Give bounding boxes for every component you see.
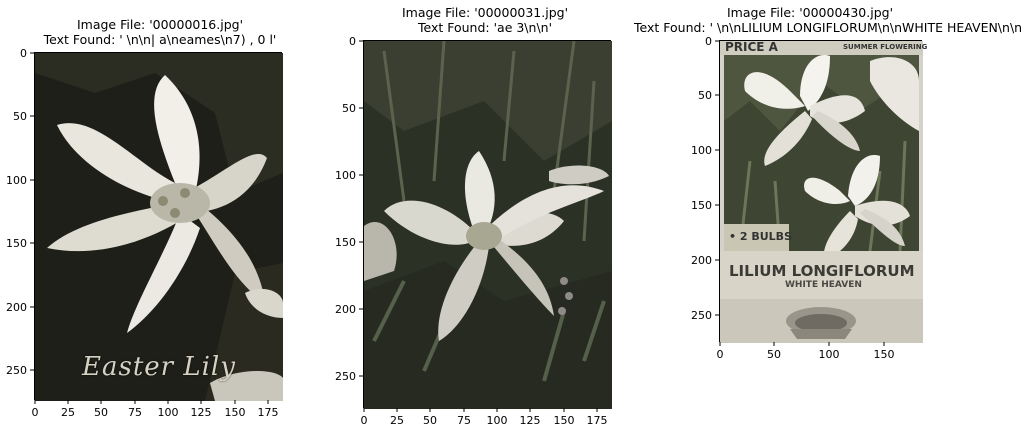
y-ticks: 0 50 100 150 200 250 (335, 35, 363, 383)
y-tick-label: 50 (698, 89, 712, 102)
y-tick-label: 200 (6, 301, 27, 314)
x-ticks: 0 25 50 75 100 125 150 175 (361, 408, 608, 427)
y-ticks: 0 50 100 150 200 250 (691, 35, 719, 322)
y-tick-label: 200 (335, 303, 356, 316)
y-tick-label: 200 (691, 254, 712, 267)
x-tick-label: 100 (158, 406, 179, 419)
x-tick-label: 75 (457, 414, 471, 427)
packet-variety-name: WHITE HEAVEN (785, 280, 862, 290)
panel-image-00000016: Image File: '00000016.jpg' Text Found: '… (0, 0, 320, 435)
panel-title-line2: Text Found: 'ae 3\n\n' (417, 20, 553, 35)
x-tick-label: 175 (258, 406, 279, 419)
axes-ticks: 0 25 50 75 100 125 150 175 0 50 100 150 (335, 35, 608, 427)
axes-ticks: 0 50 100 150 0 50 100 150 200 250 (691, 35, 895, 361)
bulb-packet-photo-icon (719, 40, 923, 343)
panel-title-line1: Image File: '00000430.jpg' (726, 5, 894, 20)
y-tick-label: 0 (705, 35, 712, 48)
x-tick-label: 0 (32, 406, 39, 419)
panel-image-00000031: Image File: '00000031.jpg' Text Found: '… (320, 0, 650, 435)
x-tick-label: 150 (874, 348, 895, 361)
image-overlay-text: Easter Lily (82, 352, 236, 382)
panel-title-line2: Text Found: ' \n\nLILIUM LONGIFLORUM\n\n… (634, 20, 1022, 35)
x-tick-label: 150 (225, 406, 246, 419)
panel-title-line1: Image File: '00000031.jpg' (401, 5, 569, 20)
white-lily-photo-icon (34, 52, 283, 401)
y-tick-label: 150 (335, 236, 356, 249)
x-tick-label: 100 (819, 348, 840, 361)
y-tick-label: 50 (342, 102, 356, 115)
x-tick-label: 75 (128, 406, 142, 419)
y-tick-label: 150 (6, 237, 27, 250)
x-tick-label: 125 (191, 406, 212, 419)
y-ticks: 0 50 100 150 200 250 (6, 47, 34, 377)
lily-garden-photo-icon (363, 40, 612, 409)
panel-title-line1: Image File: '00000016.jpg' (76, 17, 244, 32)
x-ticks: 0 25 50 75 100 125 150 175 (32, 400, 279, 419)
y-tick-label: 0 (20, 47, 27, 60)
y-tick-label: 250 (335, 370, 356, 383)
x-tick-label: 175 (587, 414, 608, 427)
y-tick-label: 100 (6, 174, 27, 187)
y-tick-label: 250 (691, 309, 712, 322)
x-tick-label: 25 (61, 406, 75, 419)
x-tick-label: 0 (361, 414, 368, 427)
packet-price: PRICE A (725, 40, 778, 54)
image-axes: PRICE A SUMMER FLOWERING • 2 BULBS LILIU… (691, 35, 927, 361)
x-tick-label: 50 (767, 348, 781, 361)
image-axes: Easter Lily 0 25 50 75 100 125 150 175 (6, 47, 283, 419)
y-tick-label: 150 (691, 199, 712, 212)
axes-ticks: 0 25 50 75 100 125 150 175 0 50 100 150 (6, 47, 279, 419)
y-tick-label: 0 (349, 35, 356, 48)
x-tick-label: 125 (520, 414, 541, 427)
x-tick-label: 0 (717, 348, 724, 361)
y-tick-label: 50 (13, 110, 27, 123)
x-tick-label: 150 (554, 414, 575, 427)
x-tick-label: 25 (390, 414, 404, 427)
packet-species-name: LILIUM LONGIFLORUM (729, 262, 915, 280)
x-tick-label: 100 (487, 414, 508, 427)
y-tick-label: 100 (691, 144, 712, 157)
packet-season: SUMMER FLOWERING (843, 43, 928, 51)
image-axes: 0 25 50 75 100 125 150 175 0 50 100 150 (335, 35, 612, 427)
x-ticks: 0 50 100 150 (717, 342, 895, 361)
y-tick-label: 100 (335, 169, 356, 182)
x-tick-label: 50 (94, 406, 108, 419)
packet-bulbs-count: • 2 BULBS (729, 230, 792, 243)
panel-title-line2: Text Found: ' \n\n| a\neames\n7) , 0 l' (43, 32, 277, 47)
y-tick-label: 250 (6, 364, 27, 377)
panel-image-00000430: Image File: '00000430.jpg' Text Found: '… (634, 0, 1022, 435)
x-tick-label: 50 (423, 414, 437, 427)
